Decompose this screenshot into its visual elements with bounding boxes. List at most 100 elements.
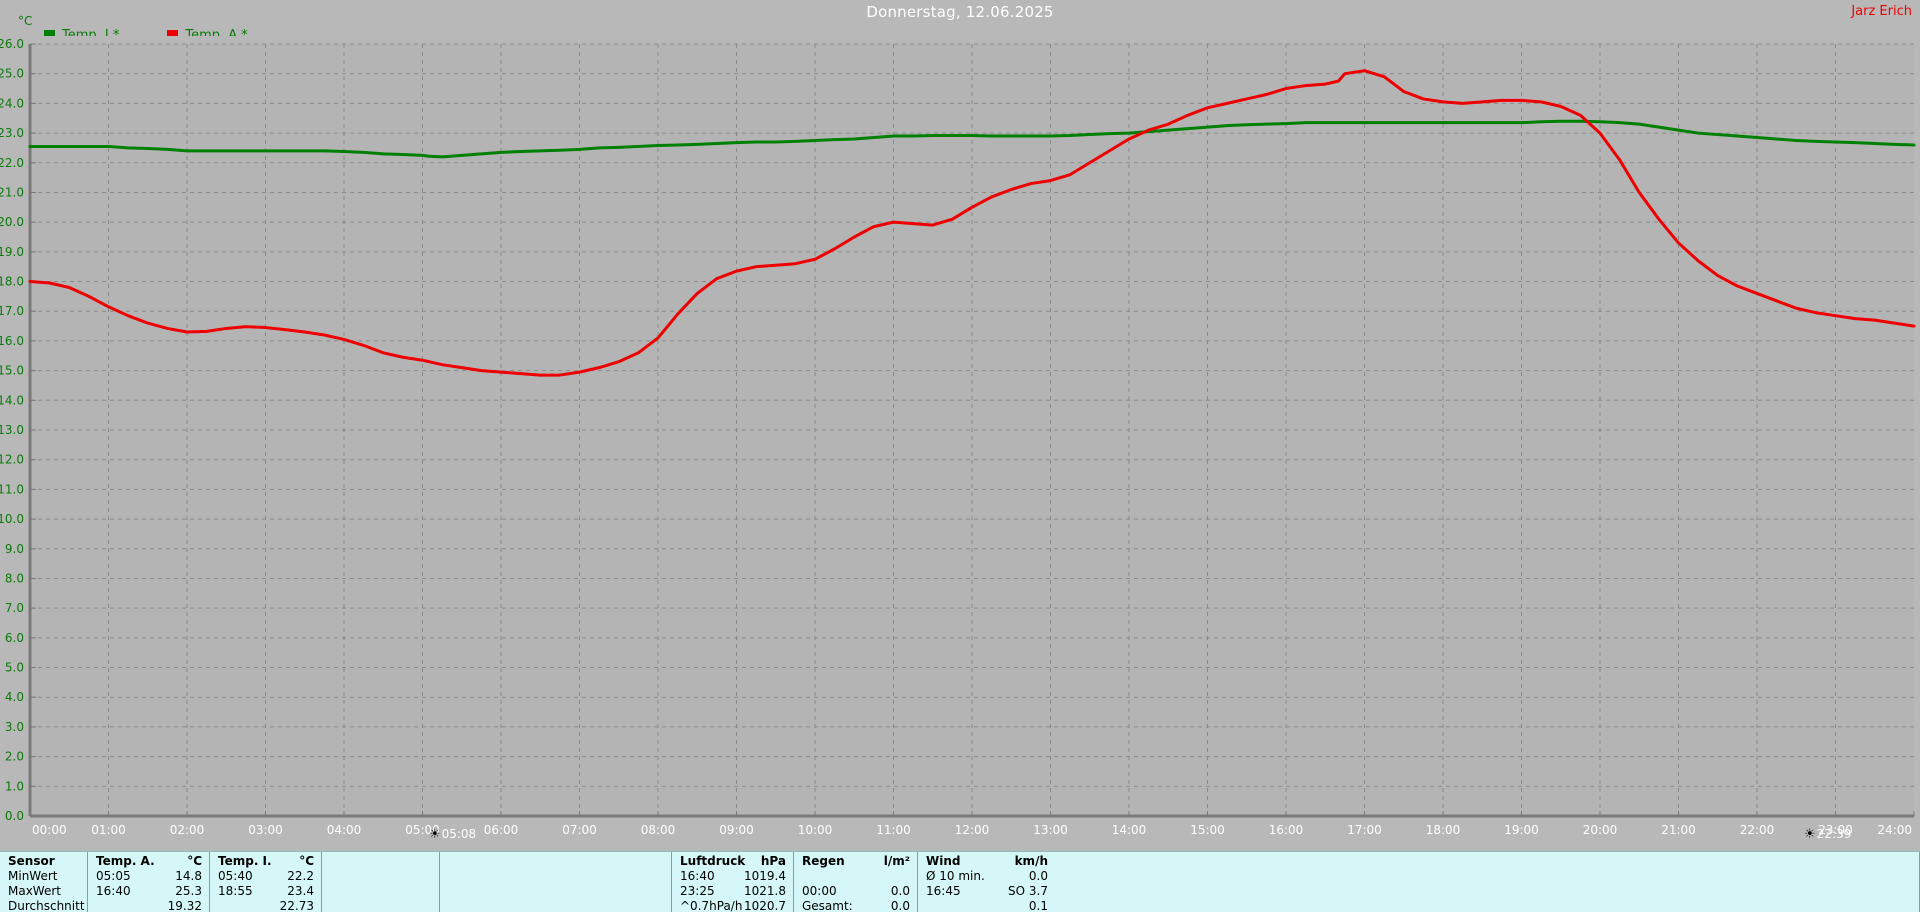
summary-row: 00:00 0.0 — [794, 884, 917, 899]
summary-row: 18:55 23.4 — [210, 884, 321, 899]
summary-cell-value: 23.4 — [287, 884, 314, 898]
summary-cell-label: Temp. A. — [96, 854, 155, 868]
sunrise-marker: ☀ 05:08 — [429, 826, 476, 842]
gridlines-vertical — [108, 44, 1836, 816]
x-tick-label: 18:00 — [1426, 823, 1461, 836]
summary-cell-value: 0.0 — [890, 884, 910, 898]
sunset-time: 22:39 — [1816, 827, 1852, 841]
x-tick-label: 07:00 — [562, 823, 597, 836]
empty-block-2 — [440, 852, 672, 912]
y-tick-label: 4.0 — [5, 690, 24, 704]
summary-cell-label: 16:40 — [680, 869, 715, 883]
y-axis-ticks: 0.0 1.0 2.0 3.0 4.0 5.0 6.0 7.0 8.0 9.0 10.0 11.0 12… — [0, 37, 36, 823]
empty-block-1 — [322, 852, 440, 912]
summary-cell-label: Ø 10 min. — [926, 869, 985, 883]
series-line-outdoor — [28, 69, 1916, 377]
summary-cell-label: MaxWert — [8, 884, 61, 898]
x-tick-label: 08:00 — [641, 823, 676, 836]
summary-row — [440, 854, 671, 869]
series-line-indoor — [28, 119, 1916, 159]
summary-cell-value: 0.0 — [890, 899, 910, 912]
title-bar: Donnerstag, 12.06.2025 Jarz Erich — [0, 0, 1920, 22]
summary-row: MaxWert — [0, 884, 87, 899]
summary-cell-value: 14.8 — [175, 869, 202, 883]
summary-cell-label: 05:40 — [218, 869, 253, 883]
y-tick-label: 23.0 — [0, 126, 24, 140]
summary-cell-label: 23:25 — [680, 884, 715, 898]
summary-row: Ø 10 min. 0.0 — [918, 869, 1919, 884]
y-tick-label: 2.0 — [5, 750, 24, 764]
summary-cell-value: 0.0 — [1028, 869, 1048, 883]
summary-row — [440, 899, 671, 912]
x-axis-ticks: 00:00 01:00 02:00 03:00 04:00 05:00 06:00 07:00… — [29, 811, 1915, 836]
summary-row: 22.73 — [210, 899, 321, 912]
summary-cell-label: 16:45 — [926, 884, 961, 898]
summary-cell-label: Luftdruck — [680, 854, 746, 868]
x-tick-label: 21:00 — [1661, 823, 1696, 836]
y-tick-label: 22.0 — [0, 156, 24, 170]
x-tick-label: 02:00 — [170, 823, 205, 836]
y-tick-label: 16.0 — [0, 334, 24, 348]
summary-row: 16:40 1019.4 — [672, 869, 793, 884]
temp-aussen-block: Temp. A. °C 05:05 14.8 16:40 25.3 19.32 — [88, 852, 210, 912]
y-tick-label: 14.0 — [0, 393, 24, 407]
user-label: Jarz Erich — [1851, 4, 1912, 19]
x-tick-label: 14:00 — [1112, 823, 1147, 836]
summary-row: ^0.7hPa/h 1020.7 — [672, 899, 793, 912]
summary-cell-value: 22.2 — [287, 869, 314, 883]
x-tick-label: 15:00 — [1190, 823, 1225, 836]
chart-plot-area[interactable]: 0.0 1.0 2.0 3.0 4.0 5.0 6.0 7.0 8.0 9.0 10.0 11.0 12… — [0, 36, 1920, 841]
x-tick-label: 10:00 — [798, 823, 833, 836]
summary-cell-value: 25.3 — [175, 884, 202, 898]
summary-cell-label: Durchschnitt — [8, 899, 85, 912]
summary-cell-value: 0.1 — [1028, 899, 1048, 912]
sunrise-icon: ☀ — [428, 826, 441, 842]
x-tick-label: 01:00 — [91, 823, 126, 836]
summary-row — [322, 869, 439, 884]
x-tick-label: 16:00 — [1269, 823, 1304, 836]
y-tick-label: 13.0 — [0, 423, 24, 437]
x-tick-label: 19:00 — [1504, 823, 1539, 836]
summary-row: Temp. A. °C — [88, 854, 209, 869]
y-axis-unit-label: °C — [18, 14, 33, 28]
wind-block: Wind km/h Ø 10 min. 0.0 16:45 SO 3.7 0.1 — [918, 852, 1920, 912]
sunset-marker: ☀ 22:39 — [1804, 826, 1851, 842]
summary-row — [440, 884, 671, 899]
y-tick-label: 1.0 — [5, 779, 24, 793]
summary-cell-label: Temp. I. — [218, 854, 272, 868]
y-tick-label: 9.0 — [5, 542, 24, 556]
summary-cell-label: MinWert — [8, 869, 58, 883]
page-title: Donnerstag, 12.06.2025 — [866, 3, 1054, 21]
summary-row — [322, 899, 439, 912]
sensor-block: Sensor MinWert MaxWert Durchschnitt — [0, 852, 88, 912]
summary-cell-value: hPa — [760, 854, 786, 868]
y-tick-label: 24.0 — [0, 96, 24, 110]
summary-panel: Sensor MinWert MaxWert Durchschnitt Temp. A.… — [0, 851, 1920, 912]
summary-cell-label: ^0.7hPa/h — [680, 899, 743, 912]
y-tick-label: 8.0 — [5, 571, 24, 585]
summary-cell-value: 22.73 — [279, 899, 314, 912]
summary-row: Regen l/m² — [794, 854, 917, 869]
summary-row: Durchschnitt — [0, 899, 87, 912]
y-tick-label: 11.0 — [0, 482, 24, 496]
x-tick-label: 03:00 — [248, 823, 283, 836]
summary-row: MinWert — [0, 869, 87, 884]
summary-cell-label: 18:55 — [218, 884, 253, 898]
x-tick-label: 13:00 — [1033, 823, 1068, 836]
summary-row — [322, 854, 439, 869]
summary-row — [794, 869, 917, 884]
x-tick-label: 22:00 — [1740, 823, 1775, 836]
y-tick-label: 19.0 — [0, 245, 24, 259]
summary-row — [440, 869, 671, 884]
x-tick-label: 00:00 — [32, 823, 67, 836]
y-tick-label: 7.0 — [5, 601, 24, 615]
summary-cell-value: °C — [299, 854, 314, 868]
summary-row: Temp. I. °C — [210, 854, 321, 869]
summary-row: 16:40 25.3 — [88, 884, 209, 899]
summary-row: 23:25 1021.8 — [672, 884, 793, 899]
y-tick-label: 18.0 — [0, 275, 24, 289]
summary-grid: Sensor MinWert MaxWert Durchschnitt Temp. A.… — [0, 852, 1920, 912]
summary-cell-label: 05:05 — [96, 869, 131, 883]
summary-row: 0.1 — [918, 899, 1919, 912]
